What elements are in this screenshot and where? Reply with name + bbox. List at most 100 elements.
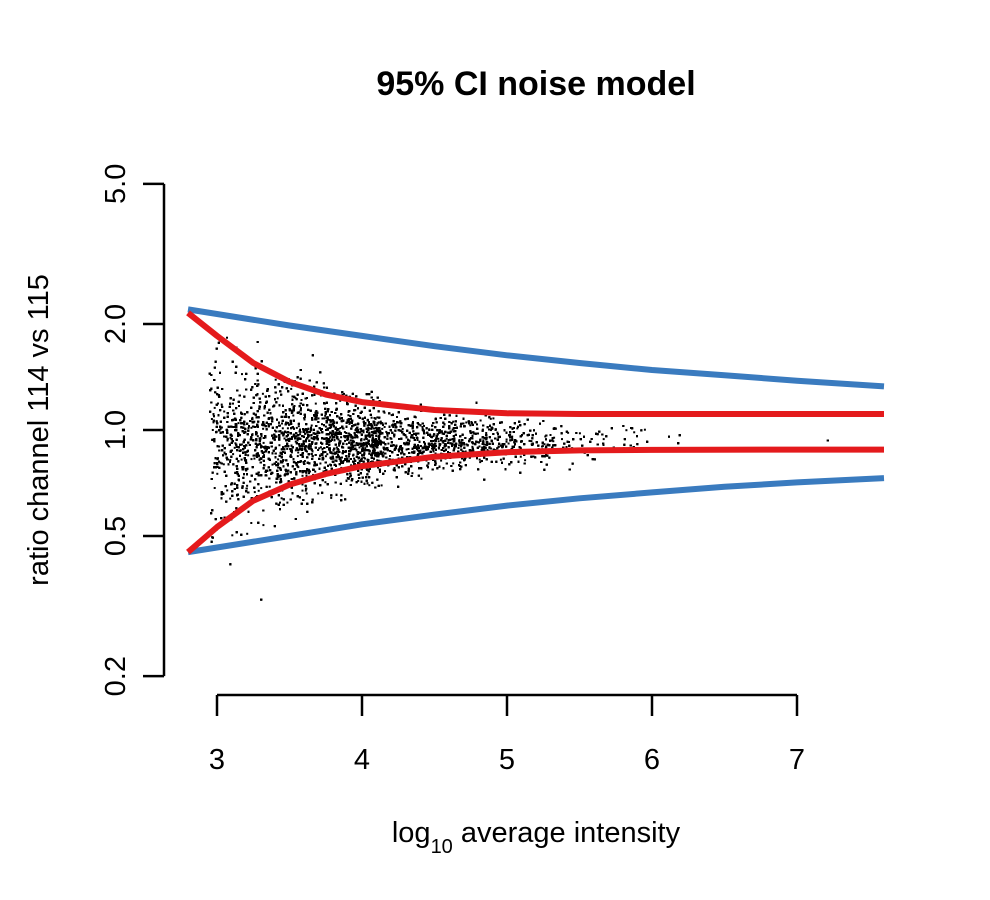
data-point — [259, 405, 261, 408]
data-point — [311, 437, 314, 440]
data-point — [464, 450, 467, 453]
data-point — [393, 435, 396, 438]
data-point — [294, 440, 297, 443]
data-point — [324, 414, 327, 417]
data-point — [256, 473, 259, 475]
data-point — [303, 460, 306, 462]
data-point — [229, 459, 232, 462]
data-point — [378, 438, 381, 441]
data-point — [253, 491, 256, 494]
data-point — [290, 438, 293, 440]
data-point — [290, 451, 293, 454]
chart-title: 95% CI noise model — [376, 65, 695, 103]
data-point — [295, 426, 298, 429]
data-point — [385, 430, 388, 433]
data-point — [530, 440, 533, 443]
data-point — [229, 436, 232, 439]
data-point — [373, 424, 376, 427]
data-point — [304, 489, 307, 492]
data-point — [240, 458, 243, 461]
data-point — [401, 428, 404, 430]
data-point — [350, 443, 353, 446]
data-point — [405, 448, 408, 451]
data-point — [286, 447, 289, 450]
data-point — [250, 458, 253, 461]
data-point — [383, 411, 386, 414]
data-point — [414, 416, 417, 419]
data-point — [226, 336, 228, 339]
data-point — [360, 445, 363, 447]
data-point — [544, 446, 547, 449]
data-point — [553, 436, 556, 439]
data-point — [231, 534, 234, 537]
data-point — [561, 438, 563, 441]
data-point — [336, 450, 338, 453]
data-point — [343, 431, 346, 434]
data-point — [350, 464, 353, 467]
data-point — [437, 437, 440, 440]
data-point — [468, 456, 471, 459]
data-point — [375, 424, 378, 427]
data-point — [377, 459, 380, 462]
data-point — [246, 532, 249, 535]
data-point — [528, 439, 531, 442]
data-point — [261, 392, 264, 395]
data-point — [452, 420, 455, 423]
data-point — [281, 427, 284, 430]
data-point — [479, 461, 482, 464]
data-point — [469, 424, 472, 427]
data-point — [578, 432, 581, 435]
data-point — [250, 522, 253, 524]
data-point — [286, 427, 289, 430]
data-point — [380, 484, 383, 487]
data-point — [499, 458, 502, 461]
data-point — [232, 402, 234, 405]
data-point — [481, 428, 484, 431]
data-point — [263, 451, 266, 454]
data-point — [233, 446, 236, 449]
data-point — [387, 442, 390, 445]
data-point — [368, 452, 371, 455]
data-point — [319, 446, 322, 449]
data-point — [319, 462, 322, 465]
data-point — [451, 428, 454, 431]
data-point — [440, 459, 443, 462]
data-point — [364, 447, 367, 450]
data-point — [458, 444, 461, 447]
data-point — [326, 416, 329, 419]
data-point — [355, 427, 358, 430]
data-point — [352, 448, 355, 451]
data-point — [335, 446, 338, 449]
data-point — [423, 424, 425, 427]
data-point — [289, 449, 292, 452]
data-point — [353, 457, 356, 460]
data-point — [340, 436, 343, 439]
data-point — [318, 447, 321, 450]
data-point — [381, 427, 384, 430]
data-point — [437, 440, 440, 443]
data-point — [219, 461, 222, 464]
data-point — [296, 439, 299, 442]
data-point — [488, 446, 491, 449]
data-point — [250, 426, 253, 429]
data-point — [368, 431, 371, 434]
data-point — [524, 459, 527, 462]
data-point — [357, 479, 360, 482]
data-point — [543, 443, 546, 446]
data-point — [507, 442, 510, 445]
data-point — [238, 405, 240, 407]
data-point — [275, 461, 278, 463]
data-point — [237, 422, 240, 425]
data-point — [229, 497, 232, 500]
data-point — [223, 410, 226, 413]
data-point — [326, 453, 329, 456]
data-point — [343, 392, 345, 395]
data-point — [516, 427, 519, 430]
scatter-points — [208, 336, 829, 601]
data-point — [314, 470, 317, 473]
data-point — [492, 417, 495, 420]
data-point — [411, 472, 414, 475]
data-point — [482, 439, 485, 442]
data-point — [643, 428, 646, 431]
